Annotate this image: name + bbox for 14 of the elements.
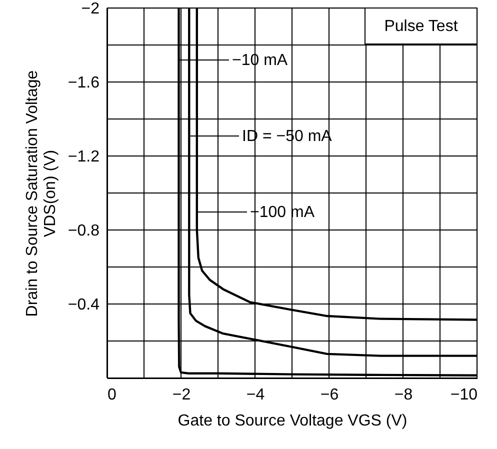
y-tick-label: −1.2 (68, 148, 100, 166)
x-tick-label: −8 (394, 386, 413, 404)
x-axis-title: Gate to Source Voltage VGS (V) (178, 412, 408, 430)
annotation: Pulse Test (384, 18, 458, 35)
x-tick-label: −2 (172, 386, 191, 404)
y-tick-label: −0.4 (68, 296, 100, 314)
x-tick-label: −4 (246, 386, 265, 404)
y-tick-label: −1.6 (68, 74, 100, 92)
x-tick-label: 0 (108, 386, 116, 404)
x-tick-label: −10 (450, 386, 478, 404)
y-axis-title: Drain to Source Saturation Voltage VDS(on) (V) (24, 70, 59, 317)
y-tick-label: −0.8 (68, 222, 100, 240)
x-tick-label: −6 (320, 386, 339, 404)
y-tick-label: −2 (81, 0, 100, 18)
